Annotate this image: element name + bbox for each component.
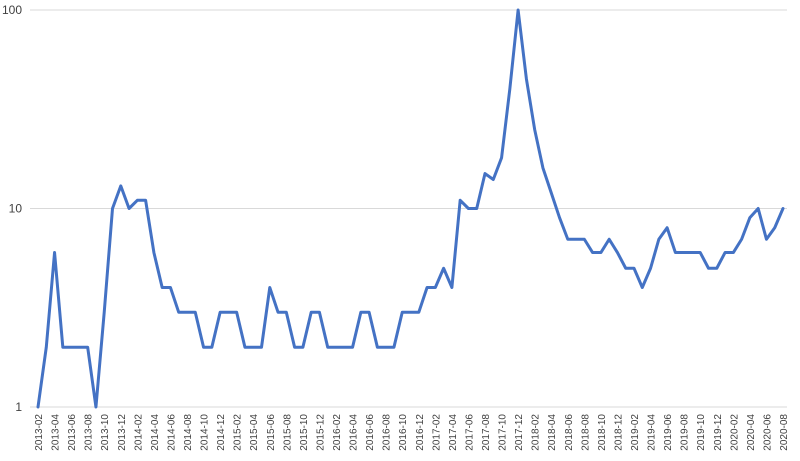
x-tick-label: 2013-02 — [34, 414, 45, 451]
series-line — [36, 8, 785, 409]
x-tick-label: 2017-08 — [481, 414, 492, 451]
x-tick-label: 2018-08 — [580, 414, 591, 451]
x-axis-tick-labels: 2013-02 2013-04 2013-06 2013-08 2013-10 2013-… — [34, 414, 790, 451]
x-tick-label: 2016-04 — [349, 414, 360, 451]
x-tick-label: 2015-08 — [282, 414, 293, 451]
x-tick-label: 2019-12 — [713, 414, 724, 451]
x-tick-label: 2016-06 — [365, 414, 376, 451]
x-tick-label: 2020-06 — [762, 414, 773, 451]
x-tick-label: 2017-06 — [464, 414, 475, 451]
x-tick-label: 2015-06 — [266, 414, 277, 451]
x-tick-label: 2018-04 — [547, 414, 558, 451]
y-axis-tick-labels: 1 10 100 — [2, 3, 22, 414]
y-tick-label: 100 — [2, 3, 22, 17]
x-tick-label: 2013-06 — [67, 414, 78, 451]
x-tick-label: 2016-08 — [382, 414, 393, 451]
x-tick-label: 2015-10 — [299, 414, 310, 451]
x-tick-label: 2014-10 — [200, 414, 211, 451]
x-tick-label: 2017-10 — [498, 414, 509, 451]
x-tick-label: 2014-08 — [183, 414, 194, 451]
series-layer — [36, 8, 785, 409]
x-tick-label: 2017-12 — [514, 414, 525, 451]
x-tick-label: 2017-04 — [448, 414, 459, 451]
x-tick-label: 2013-04 — [51, 414, 62, 451]
x-tick-label: 2019-08 — [680, 414, 691, 451]
x-tick-label: 2020-02 — [729, 414, 740, 451]
x-tick-label: 2018-06 — [564, 414, 575, 451]
x-tick-label: 2019-10 — [696, 414, 707, 451]
x-tick-label: 2018-02 — [531, 414, 542, 451]
y-tick-label: 10 — [9, 202, 23, 216]
x-tick-label: 2019-02 — [630, 414, 641, 451]
x-tick-label: 2013-10 — [100, 414, 111, 451]
x-tick-label: 2014-12 — [216, 414, 227, 451]
x-tick-label: 2014-02 — [133, 414, 144, 451]
x-tick-label: 2016-10 — [398, 414, 409, 451]
gridlines — [30, 9, 787, 408]
x-tick-label: 2013-12 — [117, 414, 128, 451]
x-tick-label: 2015-02 — [233, 414, 244, 451]
x-tick-label: 2019-06 — [663, 414, 674, 451]
x-tick-label: 2015-04 — [249, 414, 260, 451]
x-tick-label: 2017-02 — [431, 414, 442, 451]
x-tick-label: 2018-12 — [613, 414, 624, 451]
x-tick-label: 2020-04 — [746, 414, 757, 451]
x-tick-label: 2019-04 — [647, 414, 658, 451]
x-tick-label: 2020-08 — [779, 414, 790, 451]
x-tick-label: 2016-02 — [332, 414, 343, 451]
x-tick-label: 2016-12 — [415, 414, 426, 451]
y-tick-label: 1 — [15, 400, 22, 414]
x-tick-label: 2015-12 — [315, 414, 326, 451]
x-tick-label: 2014-06 — [166, 414, 177, 451]
x-tick-label: 2014-04 — [150, 414, 161, 451]
x-tick-label: 2013-08 — [84, 414, 95, 451]
x-tick-label: 2018-10 — [597, 414, 608, 451]
